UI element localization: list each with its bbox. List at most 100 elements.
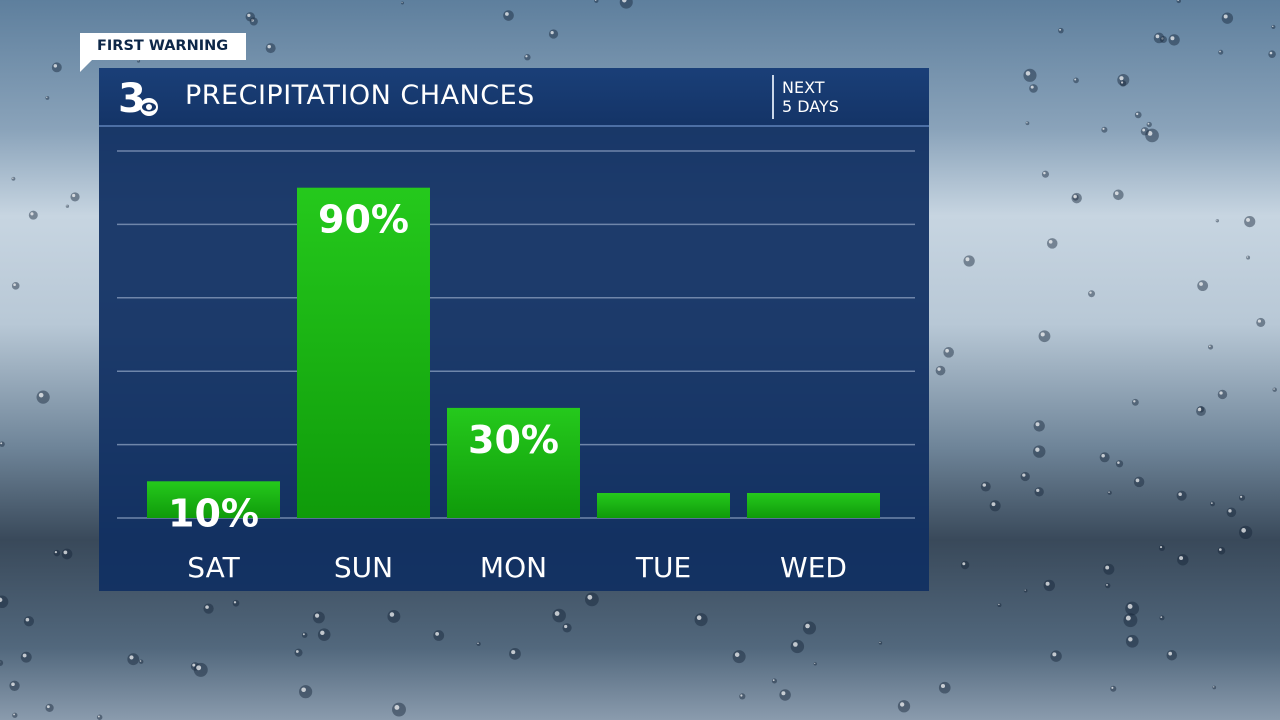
raindrop — [11, 282, 20, 290]
raindrop — [1221, 12, 1234, 24]
raindrop — [1105, 583, 1111, 589]
raindrop — [1226, 507, 1237, 518]
raindrop — [1271, 24, 1276, 30]
raindrop — [0, 595, 9, 609]
raindrop — [997, 603, 1002, 608]
raindrop — [1046, 238, 1058, 249]
raindrop — [232, 599, 240, 607]
raindrop — [878, 641, 883, 645]
raindrop — [1033, 445, 1046, 458]
raindrop — [1034, 487, 1044, 497]
raindrop — [1196, 406, 1206, 417]
raindrop — [249, 17, 258, 26]
raindrop — [1168, 34, 1180, 46]
raindrop — [387, 610, 401, 623]
raindrop — [548, 29, 559, 39]
raindrop — [509, 648, 521, 660]
raindrop — [392, 702, 406, 717]
raindrop — [1110, 685, 1117, 692]
raindrop — [1101, 126, 1108, 133]
raindrop — [943, 347, 954, 358]
raindrop — [813, 662, 817, 666]
raindrop — [476, 641, 481, 647]
raindrop — [294, 648, 303, 657]
raindrop — [1217, 546, 1226, 555]
raindrop — [138, 659, 144, 664]
raindrop — [1176, 490, 1187, 501]
raindrop — [1113, 189, 1124, 201]
bar-tue — [597, 493, 730, 518]
raindrop — [1050, 650, 1062, 662]
raindrop — [584, 592, 599, 607]
raindrop — [1197, 280, 1209, 292]
raindrop — [1268, 50, 1276, 58]
raindrop — [1238, 525, 1253, 540]
raindrop — [1218, 49, 1224, 55]
raindrop — [1023, 588, 1028, 593]
data-label-sun: 90% — [318, 198, 409, 242]
raindrop — [503, 10, 514, 21]
raindrop — [802, 621, 817, 635]
raindrop — [1058, 27, 1064, 34]
raindrop — [1133, 476, 1145, 488]
raindrop — [1153, 32, 1165, 44]
raindrop — [28, 210, 38, 220]
raindrop — [1107, 490, 1112, 495]
raindrop — [1025, 121, 1030, 126]
category-label-wed: WED — [780, 551, 847, 584]
raindrop — [312, 611, 325, 624]
raindrop — [694, 613, 708, 627]
raindrop — [935, 365, 946, 376]
raindrop — [1088, 290, 1096, 298]
raindrop — [1043, 579, 1055, 592]
raindrop — [1159, 615, 1165, 621]
chart-panel: 3 PRECIPITATION CHANCES NEXT 5 DAYS 10% S… — [99, 68, 929, 591]
category-label-mon: MON — [480, 551, 547, 584]
raindrop — [771, 678, 778, 684]
raindrop — [1146, 121, 1152, 128]
data-label-mon: 30% — [468, 418, 559, 462]
raindrop — [70, 192, 80, 202]
raindrop — [1099, 452, 1110, 463]
logo-number: 3 — [118, 76, 146, 120]
raindrop — [45, 95, 50, 100]
raindrop — [9, 680, 20, 691]
header-subtitle: NEXT 5 DAYS — [782, 78, 839, 116]
raindrop — [136, 59, 141, 63]
category-label-sat: SAT — [187, 551, 240, 584]
raindrop — [779, 689, 791, 701]
subtitle-line-2: 5 DAYS — [782, 97, 839, 116]
raindrop — [301, 632, 308, 638]
category-label-tue: TUE — [635, 551, 691, 584]
bar-sat — [147, 481, 280, 518]
raindrop — [20, 651, 32, 663]
raindrop — [960, 560, 970, 570]
subtitle-line-1: NEXT — [782, 78, 825, 97]
raindrop — [65, 204, 70, 208]
raindrop — [790, 639, 805, 654]
raindrop — [980, 481, 991, 492]
raindrop — [51, 62, 62, 73]
raindrop — [1246, 255, 1251, 260]
raindrop — [552, 608, 566, 623]
raindrop — [1176, 0, 1182, 4]
page-title: PRECIPITATION CHANCES — [185, 80, 535, 111]
raindrop — [1115, 460, 1124, 468]
raindrop — [1125, 634, 1139, 648]
precipitation-bar-chart: 10% SAT 90% SUN 30% MON TUE WED — [117, 150, 915, 584]
raindrop — [1159, 36, 1167, 44]
raindrop — [203, 603, 214, 614]
raindrop — [1023, 68, 1037, 82]
raindrop — [594, 0, 599, 3]
raindrop — [0, 659, 4, 667]
raindrop — [1073, 77, 1079, 84]
raindrop — [1238, 494, 1246, 501]
raindrop — [1033, 420, 1045, 432]
raindrop — [1145, 128, 1159, 143]
raindrop — [0, 441, 5, 447]
raindrop — [1119, 80, 1127, 87]
raindrop — [1134, 111, 1142, 119]
raindrop — [53, 549, 61, 557]
raindrop — [1029, 84, 1038, 93]
